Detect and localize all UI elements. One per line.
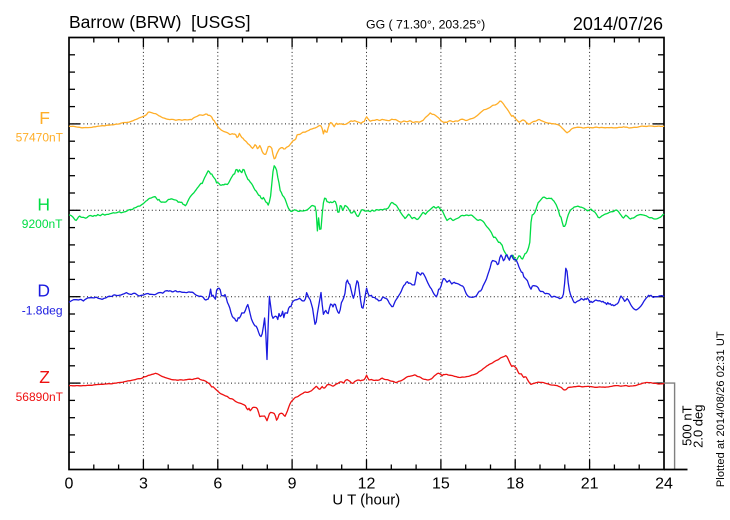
svg-text:F: F — [39, 108, 50, 128]
svg-text:Plotted at 2014/08/26 02:31 UT: Plotted at 2014/08/26 02:31 UT — [715, 331, 727, 487]
svg-text:15: 15 — [432, 476, 450, 493]
svg-text:9: 9 — [288, 476, 297, 493]
svg-text:Z: Z — [39, 367, 50, 387]
svg-text:24: 24 — [655, 476, 673, 493]
svg-text:Barrow (BRW) [USGS]: Barrow (BRW) [USGS] — [69, 12, 251, 32]
svg-text:GG ( 71.30°, 203.25°): GG ( 71.30°, 203.25°) — [366, 17, 485, 31]
svg-text:6: 6 — [213, 476, 222, 493]
svg-text:-1.8deg: -1.8deg — [22, 304, 63, 318]
svg-text:U T (hour): U T (hour) — [332, 492, 400, 509]
svg-text:2.0 deg: 2.0 deg — [691, 405, 706, 448]
svg-text:H: H — [37, 194, 50, 214]
svg-text:18: 18 — [506, 476, 524, 493]
svg-text:56890nT: 56890nT — [16, 390, 64, 404]
svg-text:D: D — [37, 281, 50, 301]
svg-text:9200nT: 9200nT — [22, 217, 63, 231]
svg-text:0: 0 — [65, 476, 74, 493]
svg-text:500 nT: 500 nT — [680, 405, 695, 446]
svg-text:57470nT: 57470nT — [16, 131, 64, 145]
svg-text:12: 12 — [358, 476, 376, 493]
svg-text:21: 21 — [581, 476, 599, 493]
svg-text:2014/07/26: 2014/07/26 — [573, 14, 663, 34]
svg-text:3: 3 — [139, 476, 148, 493]
